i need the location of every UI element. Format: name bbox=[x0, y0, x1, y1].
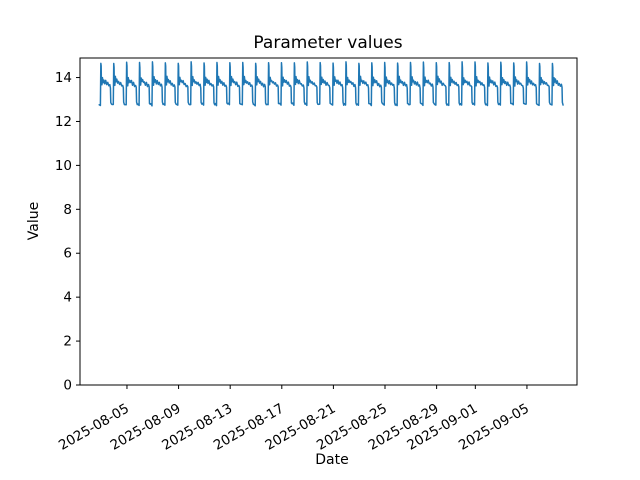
plot-area bbox=[80, 58, 577, 385]
data-series-line bbox=[98, 61, 564, 107]
y-tick-label: 12 bbox=[55, 114, 72, 130]
y-axis-label: Value bbox=[26, 202, 42, 240]
chart-title: Parameter values bbox=[253, 33, 402, 53]
y-tick-label: 14 bbox=[55, 70, 72, 86]
y-tick-label: 2 bbox=[63, 334, 72, 350]
y-tick-label: 10 bbox=[55, 158, 72, 174]
y-axis-ticks: 0 2 4 6 8 10 12 14 bbox=[55, 70, 80, 394]
x-axis-label: Date bbox=[315, 452, 348, 468]
y-tick-label: 0 bbox=[63, 378, 72, 394]
y-tick-label: 6 bbox=[63, 246, 72, 262]
x-axis-ticks: 2025-08-052025-08-092025-08-132025-08-17… bbox=[56, 385, 532, 454]
axes-frame bbox=[79, 57, 578, 386]
y-tick-label: 8 bbox=[63, 202, 72, 218]
y-tick-label: 4 bbox=[63, 290, 72, 306]
